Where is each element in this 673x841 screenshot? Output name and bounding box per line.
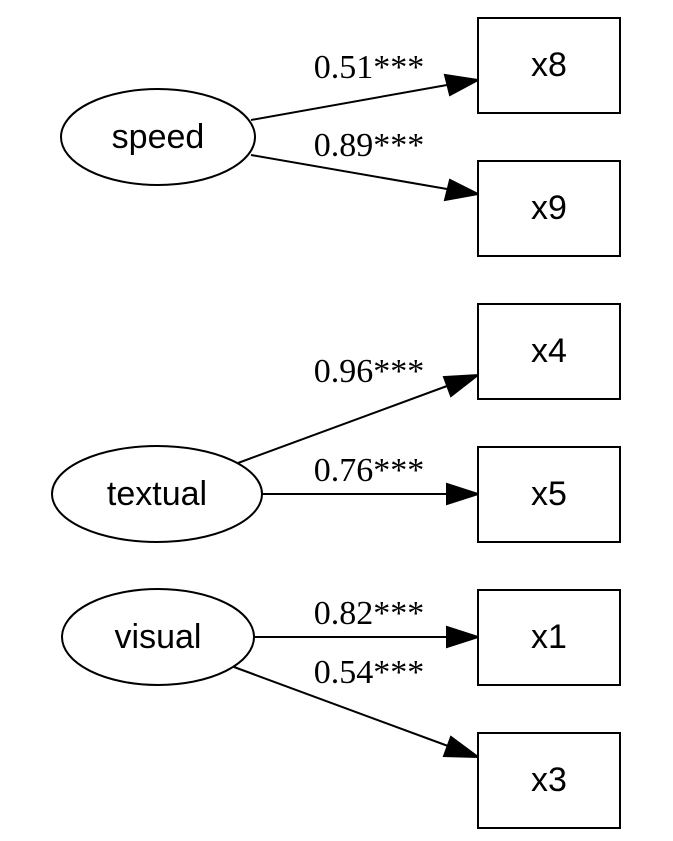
edge-textual-x4: 0.96*** [237,353,482,464]
edge-speed-x9: 0.89*** [250,127,482,202]
edge-visual-x3: 0.54*** [233,654,482,759]
node-label: visual [115,618,202,656]
observed-node-x1: x1 [477,589,621,686]
loading-label: 0.82*** [314,595,425,632]
node-label: x9 [531,189,567,227]
node-label: x1 [531,618,567,656]
edge-visual-x1: 0.82*** [254,595,482,649]
node-label: textual [107,475,207,513]
observed-node-x8: x8 [477,17,621,114]
node-label: speed [112,118,205,156]
node-label: x4 [531,332,567,370]
loading-label: 0.89*** [314,127,425,164]
loading-label: 0.96*** [314,353,425,390]
loading-label: 0.54*** [314,654,425,691]
loading-label: 0.76*** [314,452,425,489]
latent-node-textual: textual [51,445,263,543]
observed-node-x9: x9 [477,160,621,257]
latent-node-speed: speed [60,88,256,186]
loading-label: 0.51*** [314,49,425,86]
observed-node-x5: x5 [477,446,621,543]
node-label: x5 [531,475,567,513]
edge-speed-x8: 0.51*** [250,49,482,121]
observed-node-x4: x4 [477,303,621,400]
latent-node-visual: visual [61,588,255,686]
observed-node-x3: x3 [477,732,621,829]
node-label: x8 [531,46,567,84]
node-label: x3 [531,761,567,799]
edge-textual-x5: 0.76*** [262,452,482,506]
